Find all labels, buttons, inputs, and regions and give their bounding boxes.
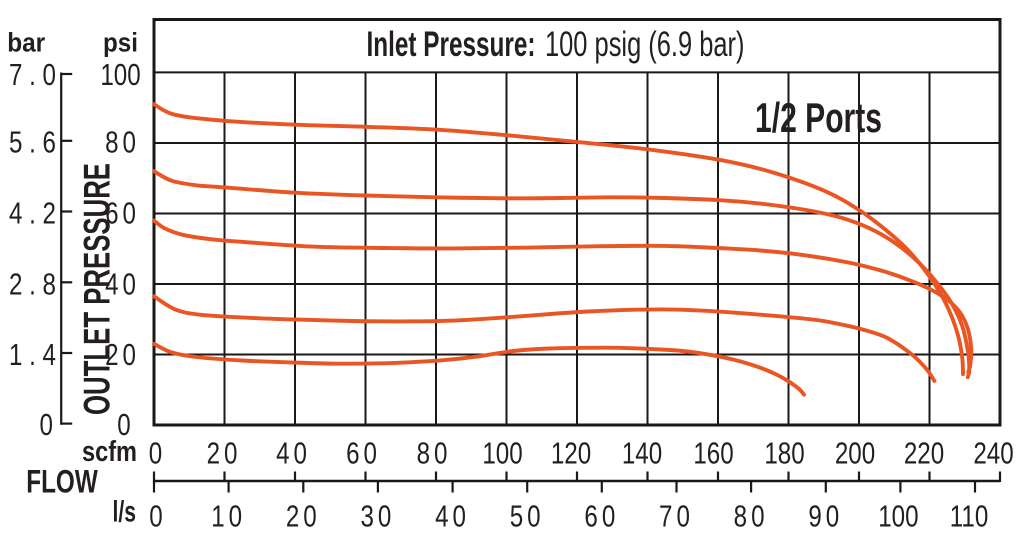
svg-text:40: 40 — [276, 436, 311, 471]
svg-text:5.6: 5.6 — [9, 124, 63, 159]
svg-text:60: 60 — [584, 499, 619, 534]
svg-text:20: 20 — [105, 337, 140, 372]
svg-text:140: 140 — [622, 436, 662, 471]
svg-text:160: 160 — [693, 436, 733, 471]
svg-text:100: 100 — [878, 499, 918, 534]
svg-text:20: 20 — [207, 436, 242, 471]
svg-text:200: 200 — [835, 436, 875, 471]
svg-text:l/s: l/s — [113, 496, 137, 529]
svg-text:Inlet Pressure:: Inlet Pressure: — [367, 25, 536, 64]
svg-text:240: 240 — [973, 436, 1013, 471]
svg-text:100: 100 — [482, 436, 522, 471]
svg-text:FLOW: FLOW — [26, 463, 98, 499]
svg-text:0: 0 — [117, 407, 130, 442]
svg-text:4.2: 4.2 — [9, 196, 63, 231]
svg-text:20: 20 — [286, 499, 321, 534]
svg-text:bar: bar — [7, 28, 45, 58]
svg-text:OUTLET PRESSURE: OUTLET PRESSURE — [77, 163, 118, 415]
svg-text:60: 60 — [105, 196, 140, 231]
svg-text:1/2 Ports: 1/2 Ports — [755, 94, 882, 141]
svg-text:0: 0 — [40, 407, 53, 442]
svg-text:7.0: 7.0 — [9, 57, 63, 92]
svg-text:80: 80 — [105, 124, 140, 159]
svg-text:220: 220 — [904, 436, 944, 471]
svg-text:100: 100 — [100, 57, 140, 92]
svg-text:180: 180 — [764, 436, 804, 471]
svg-text:0: 0 — [149, 499, 162, 534]
svg-text:120: 120 — [551, 436, 591, 471]
svg-text:80: 80 — [734, 499, 769, 534]
svg-text:psi: psi — [103, 28, 138, 58]
svg-text:30: 30 — [360, 499, 395, 534]
svg-text:100 psig (6.9 bar): 100 psig (6.9 bar) — [545, 25, 745, 64]
svg-text:0: 0 — [149, 436, 162, 471]
svg-text:80: 80 — [417, 436, 452, 471]
svg-text:2.8: 2.8 — [9, 267, 63, 302]
svg-text:70: 70 — [659, 499, 694, 534]
svg-text:40: 40 — [105, 267, 140, 302]
svg-text:10: 10 — [211, 499, 246, 534]
svg-text:scfm: scfm — [82, 436, 137, 468]
svg-text:50: 50 — [510, 499, 545, 534]
svg-text:1.4: 1.4 — [9, 337, 63, 372]
svg-text:110: 110 — [950, 499, 989, 534]
svg-text:90: 90 — [808, 499, 843, 534]
svg-text:60: 60 — [346, 436, 381, 471]
svg-text:40: 40 — [435, 499, 470, 534]
